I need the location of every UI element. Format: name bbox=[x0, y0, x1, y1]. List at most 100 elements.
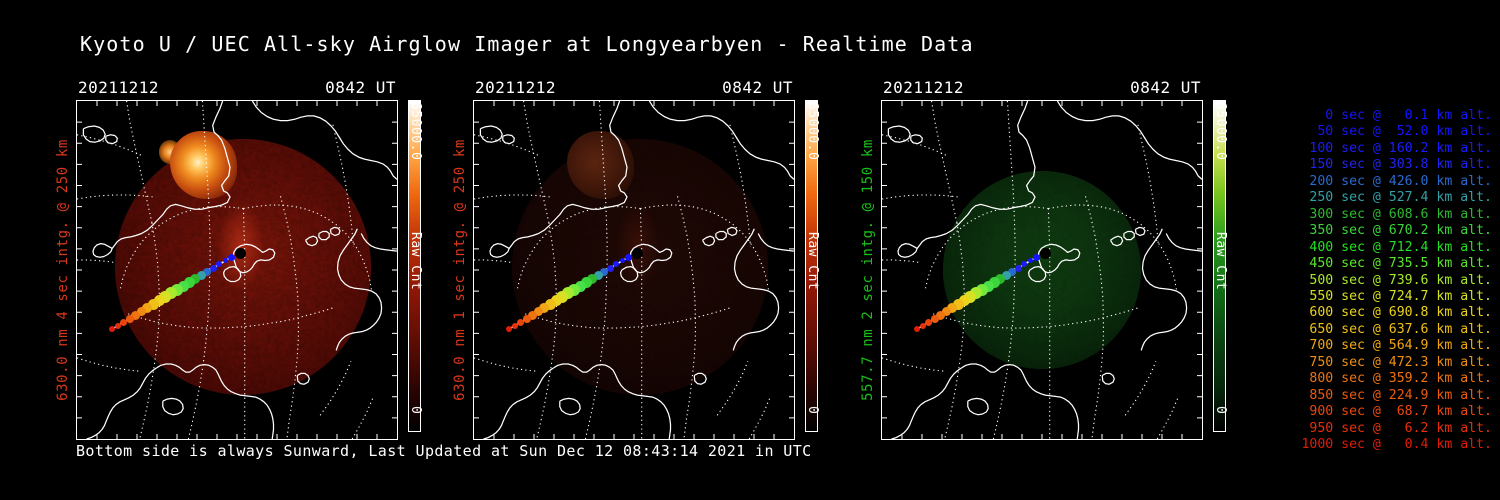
trajectory-marker bbox=[120, 318, 128, 326]
trajectory-marker bbox=[619, 258, 625, 264]
legend-row: 100 sec @ 160.2 km alt. bbox=[1301, 140, 1492, 156]
colorbar-min-label: 0 bbox=[805, 406, 820, 415]
legend-row: 1000 sec @ 0.4 km alt. bbox=[1301, 437, 1492, 453]
legend-row: 750 sec @ 472.3 km alt. bbox=[1301, 354, 1492, 370]
colorbar-min-label: 0 bbox=[1213, 406, 1228, 415]
trajectory-marker bbox=[587, 273, 598, 284]
trajectory-marker bbox=[982, 280, 994, 292]
panel-date: 20211212 bbox=[883, 78, 965, 97]
legend-row: 600 sec @ 690.8 km alt. bbox=[1301, 305, 1492, 321]
trajectory-marker bbox=[544, 298, 556, 310]
legend-row: 450 sec @ 735.5 km alt. bbox=[1301, 256, 1492, 272]
trajectory-marker bbox=[593, 270, 603, 280]
trajectory-marker bbox=[511, 322, 518, 329]
panel-date: 20211212 bbox=[475, 78, 557, 97]
panel-header: 20211212 0842 UT bbox=[881, 78, 1203, 100]
colorbar-max-label: 65000.0 bbox=[805, 102, 820, 161]
colorbar bbox=[1213, 100, 1226, 432]
legend-row: 50 sec @ 52.0 km alt. bbox=[1301, 124, 1492, 140]
trajectory-marker bbox=[1001, 270, 1011, 280]
panel-side-label: 557.7 nm 2 sec intg. @ 150 km bbox=[860, 139, 876, 401]
trajectory-marker bbox=[952, 298, 964, 310]
legend-row: 700 sec @ 564.9 km alt. bbox=[1301, 338, 1492, 354]
trajectory-marker bbox=[925, 318, 933, 326]
colorbar-min-label: 0 bbox=[408, 406, 423, 415]
colorbar-max-label: 65000.0 bbox=[408, 102, 423, 161]
trajectory-marker bbox=[177, 280, 189, 292]
trajectory-marker bbox=[533, 306, 543, 316]
trajectory-marker bbox=[539, 302, 550, 313]
legend-row: 200 sec @ 426.0 km alt. bbox=[1301, 173, 1492, 189]
legend-row: 800 sec @ 359.2 km alt. bbox=[1301, 371, 1492, 387]
trajectory-marker bbox=[606, 264, 614, 272]
trajectory-marker bbox=[216, 261, 223, 268]
trajectory-marker bbox=[624, 253, 632, 261]
trajectory-start-marker bbox=[235, 248, 247, 260]
trajectory-marker bbox=[203, 267, 212, 276]
panel-time: 0842 UT bbox=[325, 78, 396, 97]
trajectory-legend: 0 sec @ 0.1 km alt. 50 sec @ 52.0 km alt… bbox=[1262, 108, 1492, 454]
legend-row: 850 sec @ 224.9 km alt. bbox=[1301, 387, 1492, 403]
trajectory-marker bbox=[125, 314, 134, 323]
trajectory-marker bbox=[183, 276, 195, 288]
panel-side-label: 630.0 nm 4 sec intg. @ 250 km bbox=[55, 139, 71, 401]
legend-row: 350 sec @ 670.2 km alt. bbox=[1301, 223, 1492, 239]
panel-ticks bbox=[474, 101, 794, 439]
trajectory-marker bbox=[147, 298, 159, 310]
panel-header: 20211212 0842 UT bbox=[473, 78, 795, 100]
trajectory-marker bbox=[153, 295, 165, 307]
trajectory-marker bbox=[190, 273, 201, 284]
panel-header: 20211212 0842 UT bbox=[76, 78, 398, 100]
trajectory-marker bbox=[130, 310, 140, 320]
colorbar bbox=[408, 100, 421, 432]
legend-row: 300 sec @ 608.6 km alt. bbox=[1301, 206, 1492, 222]
trajectory-marker bbox=[108, 326, 115, 333]
legend-row: 900 sec @ 68.7 km alt. bbox=[1301, 404, 1492, 420]
trajectory-marker bbox=[580, 276, 592, 288]
legend-row: 500 sec @ 739.6 km alt. bbox=[1301, 272, 1492, 288]
trajectory-marker bbox=[1014, 264, 1022, 272]
trajectory-marker bbox=[958, 295, 970, 307]
trajectory-start-marker bbox=[632, 248, 644, 260]
trajectory-marker bbox=[527, 310, 537, 320]
panel-time: 0842 UT bbox=[1130, 78, 1201, 97]
trajectory-marker bbox=[142, 302, 153, 313]
legend-row: 250 sec @ 527.4 km alt. bbox=[1301, 190, 1492, 206]
page-title: Kyoto U / UEC All-sky Airglow Imager at … bbox=[80, 32, 974, 56]
trajectory-marker bbox=[1008, 267, 1017, 276]
trajectory-marker bbox=[209, 264, 217, 272]
trajectory-start-marker bbox=[1040, 248, 1052, 260]
colorbar-unit-label: Raw Cnt bbox=[805, 232, 820, 291]
trajectory-marker bbox=[930, 314, 939, 323]
trajectory-marker bbox=[196, 270, 206, 280]
all-sky-image[interactable] bbox=[473, 100, 795, 440]
panel-date: 20211212 bbox=[78, 78, 160, 97]
trajectory-marker bbox=[919, 322, 926, 329]
legend-row: 400 sec @ 712.4 km alt. bbox=[1301, 239, 1492, 255]
colorbar-unit-label: Raw Cnt bbox=[1213, 232, 1228, 291]
trajectory-marker bbox=[995, 273, 1006, 284]
all-sky-image[interactable] bbox=[76, 100, 398, 440]
trajectory-marker bbox=[1032, 253, 1040, 261]
trajectory-marker bbox=[941, 306, 951, 316]
trajectory-marker bbox=[935, 310, 945, 320]
trajectory-marker bbox=[613, 261, 620, 268]
trajectory-marker bbox=[988, 276, 1000, 288]
trajectory-marker bbox=[114, 322, 121, 329]
all-sky-image[interactable] bbox=[881, 100, 1203, 440]
legend-row: 650 sec @ 637.6 km alt. bbox=[1301, 321, 1492, 337]
legend-row: 950 sec @ 6.2 km alt. bbox=[1301, 420, 1492, 436]
legend-row: 550 sec @ 724.7 km alt. bbox=[1301, 288, 1492, 304]
trajectory-marker bbox=[522, 314, 531, 323]
trajectory-marker bbox=[913, 326, 920, 333]
trajectory-marker bbox=[505, 326, 512, 333]
panel-ticks bbox=[77, 101, 397, 439]
colorbar-max-label: 65000.0 bbox=[1213, 102, 1228, 161]
trajectory-marker bbox=[1027, 258, 1033, 264]
panel-ticks bbox=[882, 101, 1202, 439]
colorbar-unit-label: Raw Cnt bbox=[408, 232, 423, 291]
trajectory-marker bbox=[550, 295, 562, 307]
trajectory-marker bbox=[222, 258, 228, 264]
colorbar bbox=[805, 100, 818, 432]
